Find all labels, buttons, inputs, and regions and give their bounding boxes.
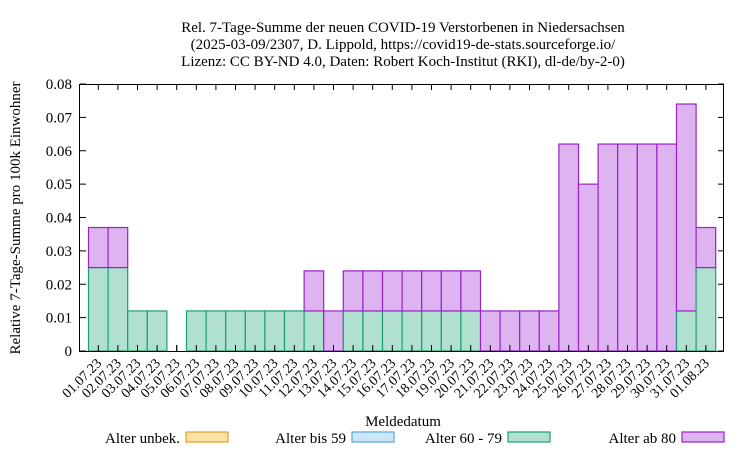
bar-27.07.23-series-3 bbox=[597, 143, 619, 352]
bar-01.07.23-series-3 bbox=[87, 226, 109, 269]
bar-31.07.23-series-2 bbox=[675, 310, 697, 352]
plot-frame bbox=[79, 84, 724, 352]
bar-01.08.23-series-2 bbox=[695, 266, 717, 352]
bars-layer bbox=[87, 103, 717, 352]
bar-28.07.23-series-3 bbox=[617, 143, 638, 352]
chart-title: Rel. 7-Tage-Summe der neuen COVID-19 Ver… bbox=[181, 20, 625, 70]
y-tick-label: 0.03 bbox=[46, 244, 72, 260]
bar-12.07.23-series-3 bbox=[303, 270, 325, 312]
bar-06.07.23-series-2 bbox=[185, 310, 207, 352]
bar-09.07.23-series-2 bbox=[244, 310, 266, 352]
y-tick-label: 0.01 bbox=[46, 311, 72, 327]
bar-26.07.23-series-3 bbox=[577, 183, 599, 352]
bar-18.07.23-series-3 bbox=[421, 270, 442, 312]
bar-30.07.23-series-3 bbox=[656, 143, 678, 352]
y-axis: 0 0.01 0.02 0.03 0.04 0.05 0.06 0.07 0.08 bbox=[46, 77, 724, 360]
legend-swatch-2 bbox=[507, 431, 551, 443]
bar-19.07.23-series-3 bbox=[440, 270, 462, 312]
legend-swatch-1 bbox=[351, 431, 395, 443]
legend-label-1: Alter bis 59 bbox=[275, 431, 346, 447]
bar-01.08.23-series-3 bbox=[695, 226, 717, 269]
bar-04.07.23-series-2 bbox=[146, 310, 168, 352]
y-tick-label: 0.05 bbox=[46, 177, 72, 193]
bar-17.07.23-series-2 bbox=[401, 310, 423, 352]
y-tick-label: 0.08 bbox=[46, 77, 72, 93]
bar-13.07.23-series-3 bbox=[323, 310, 344, 352]
bar-23.07.23-series-3 bbox=[519, 310, 540, 352]
bar-25.07.23-series-3 bbox=[558, 143, 580, 352]
bar-17.07.23-series-3 bbox=[401, 270, 423, 312]
bar-21.07.23-series-3 bbox=[479, 310, 501, 352]
legend-label-2: Alter 60 - 79 bbox=[425, 431, 502, 447]
bar-15.07.23-series-3 bbox=[362, 270, 384, 312]
bar-01.07.23-series-2 bbox=[87, 266, 109, 352]
bar-07.07.23-series-2 bbox=[205, 310, 227, 352]
bar-20.07.23-series-3 bbox=[460, 270, 482, 312]
bar-29.07.23-series-3 bbox=[636, 143, 658, 352]
bar-15.07.23-series-2 bbox=[362, 310, 384, 352]
bar-10.07.23-series-2 bbox=[264, 310, 286, 352]
bar-11.07.23-series-2 bbox=[283, 310, 305, 352]
bar-08.07.23-series-2 bbox=[225, 310, 246, 352]
legend: Alter unbek. Alter bis 59 Alter 60 - 79 Alt… bbox=[105, 431, 725, 447]
bar-14.07.23-series-3 bbox=[342, 270, 364, 312]
title-line-2: (2025-03-09/2307, D. Lippold, https://co… bbox=[191, 37, 616, 53]
y-tick-label: 0 bbox=[65, 344, 73, 360]
title-line-3: Lizenz: CC BY-ND 4.0, Daten: Robert Koch… bbox=[181, 54, 625, 70]
bar-31.07.23-series-3 bbox=[675, 103, 697, 312]
legend-label-3: Alter ab 80 bbox=[609, 431, 676, 447]
bar-18.07.23-series-2 bbox=[421, 310, 442, 352]
bar-16.07.23-series-2 bbox=[381, 310, 403, 352]
bar-02.07.23-series-2 bbox=[107, 266, 129, 352]
y-tick-label: 0.02 bbox=[46, 277, 72, 293]
bar-20.07.23-series-2 bbox=[460, 310, 482, 352]
legend-swatch-3 bbox=[681, 431, 725, 443]
y-tick-label: 0.06 bbox=[46, 144, 73, 160]
bar-24.07.23-series-3 bbox=[538, 310, 560, 352]
legend-swatch-0 bbox=[185, 431, 229, 443]
legend-label-0: Alter unbek. bbox=[105, 431, 180, 447]
y-axis-label: Relative 7-Tage-Summe pro 100k Einwohner bbox=[8, 81, 24, 354]
y-tick-label: 0.04 bbox=[46, 211, 73, 227]
bar-19.07.23-series-2 bbox=[440, 310, 462, 352]
title-line-1: Rel. 7-Tage-Summe der neuen COVID-19 Ver… bbox=[181, 20, 625, 36]
bar-14.07.23-series-2 bbox=[342, 310, 364, 352]
bar-16.07.23-series-3 bbox=[381, 270, 403, 312]
bar-12.07.23-series-2 bbox=[303, 310, 325, 352]
bar-03.07.23-series-2 bbox=[127, 310, 148, 352]
y-tick-label: 0.07 bbox=[46, 110, 73, 126]
bar-22.07.23-series-3 bbox=[499, 310, 521, 352]
bar-02.07.23-series-3 bbox=[107, 226, 129, 269]
x-axis-label: Meldedatum bbox=[365, 414, 441, 430]
